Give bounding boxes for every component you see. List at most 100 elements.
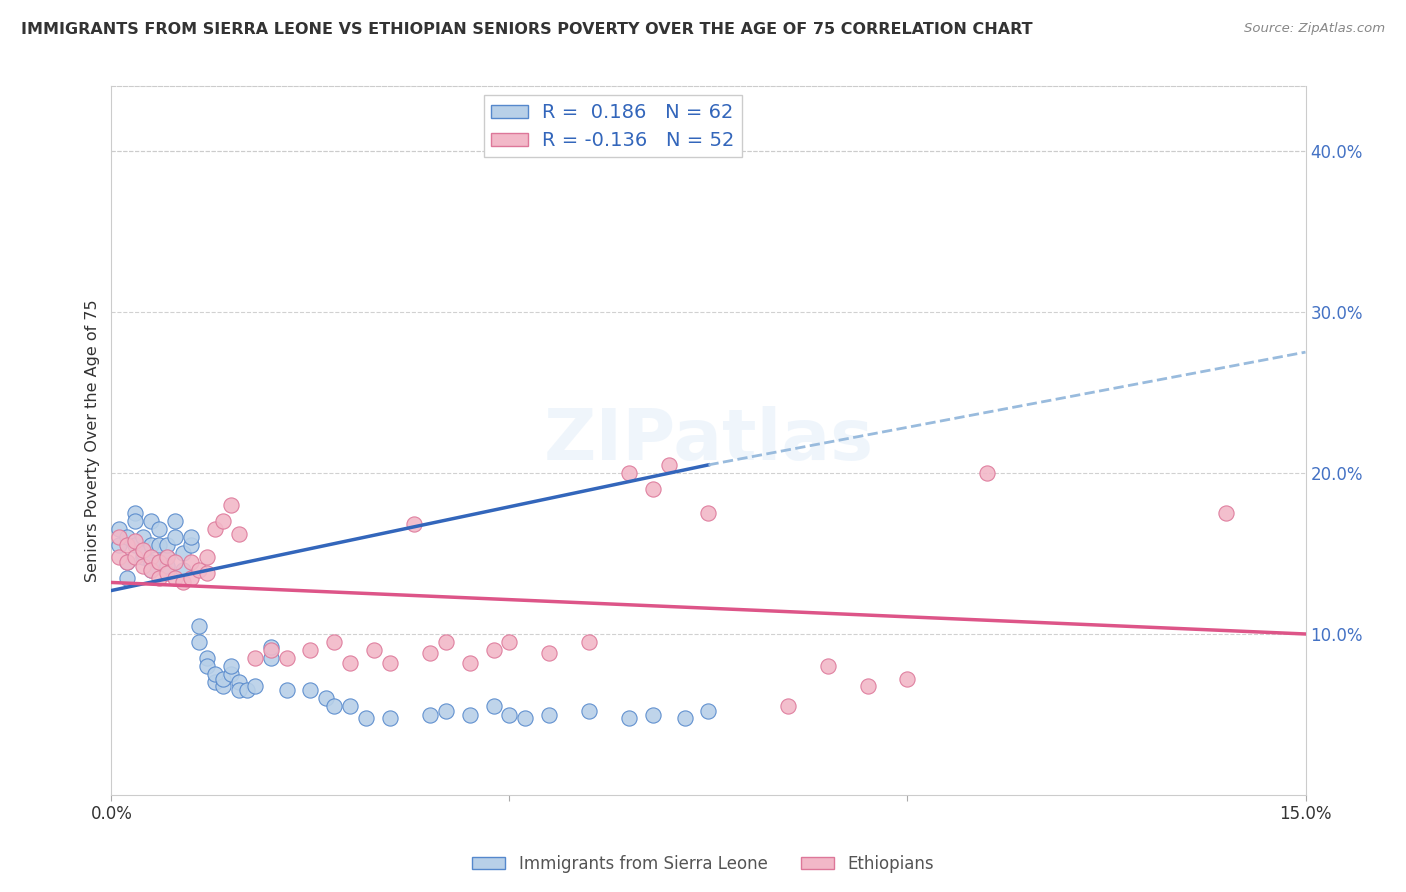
Point	[172, 575, 194, 590]
Point	[124, 506, 146, 520]
Point	[354, 711, 377, 725]
Point	[419, 646, 441, 660]
Point	[141, 563, 163, 577]
Point	[515, 711, 537, 725]
Point	[378, 656, 401, 670]
Point	[117, 538, 139, 552]
Point	[434, 635, 457, 649]
Point	[219, 667, 242, 681]
Point	[538, 707, 561, 722]
Point	[434, 704, 457, 718]
Point	[180, 571, 202, 585]
Legend: R =  0.186   N = 62, R = -0.136   N = 52: R = 0.186 N = 62, R = -0.136 N = 52	[484, 95, 741, 157]
Point	[697, 506, 720, 520]
Point	[363, 643, 385, 657]
Point	[578, 704, 600, 718]
Point	[673, 711, 696, 725]
Point	[117, 554, 139, 568]
Point	[817, 659, 839, 673]
Point	[617, 711, 640, 725]
Point	[117, 571, 139, 585]
Point	[235, 683, 257, 698]
Text: IMMIGRANTS FROM SIERRA LEONE VS ETHIOPIAN SENIORS POVERTY OVER THE AGE OF 75 COR: IMMIGRANTS FROM SIERRA LEONE VS ETHIOPIA…	[21, 22, 1033, 37]
Point	[323, 635, 346, 649]
Point	[195, 566, 218, 580]
Point	[165, 530, 187, 544]
Point	[148, 571, 170, 585]
Point	[108, 538, 131, 552]
Point	[896, 672, 918, 686]
Point	[124, 538, 146, 552]
Point	[204, 675, 226, 690]
Point	[156, 549, 179, 564]
Point	[641, 707, 664, 722]
Point	[180, 530, 202, 544]
Point	[124, 533, 146, 548]
Point	[195, 659, 218, 673]
Point	[156, 538, 179, 552]
Point	[419, 707, 441, 722]
Point	[856, 679, 879, 693]
Point	[228, 683, 250, 698]
Point	[108, 522, 131, 536]
Point	[117, 554, 139, 568]
Point	[228, 675, 250, 690]
Point	[165, 554, 187, 568]
Point	[156, 549, 179, 564]
Point	[108, 530, 131, 544]
Point	[402, 517, 425, 532]
Point	[148, 554, 170, 568]
Point	[188, 563, 211, 577]
Point	[482, 643, 505, 657]
Point	[641, 482, 664, 496]
Point	[195, 549, 218, 564]
Text: ZIPatlas: ZIPatlas	[543, 406, 873, 475]
Point	[117, 530, 139, 544]
Point	[228, 527, 250, 541]
Point	[458, 707, 481, 722]
Point	[141, 549, 163, 564]
Point	[498, 707, 520, 722]
Point	[212, 679, 235, 693]
Point	[315, 691, 337, 706]
Point	[219, 659, 242, 673]
Point	[259, 640, 281, 654]
Point	[212, 514, 235, 528]
Point	[141, 514, 163, 528]
Point	[259, 643, 281, 657]
Point	[172, 563, 194, 577]
Point	[538, 646, 561, 660]
Point	[141, 554, 163, 568]
Point	[148, 538, 170, 552]
Point	[498, 635, 520, 649]
Point	[778, 699, 800, 714]
Point	[132, 546, 155, 560]
Point	[243, 679, 266, 693]
Point	[482, 699, 505, 714]
Point	[141, 563, 163, 577]
Point	[141, 538, 163, 552]
Point	[204, 667, 226, 681]
Point	[188, 635, 211, 649]
Point	[195, 651, 218, 665]
Point	[339, 656, 361, 670]
Point	[132, 543, 155, 558]
Point	[156, 566, 179, 580]
Point	[148, 522, 170, 536]
Point	[108, 549, 131, 564]
Point	[188, 619, 211, 633]
Point	[132, 559, 155, 574]
Point	[132, 530, 155, 544]
Point	[180, 554, 202, 568]
Point	[259, 651, 281, 665]
Point	[204, 522, 226, 536]
Point	[578, 635, 600, 649]
Point	[243, 651, 266, 665]
Point	[172, 546, 194, 560]
Point	[339, 699, 361, 714]
Point	[299, 643, 322, 657]
Point	[458, 656, 481, 670]
Point	[148, 554, 170, 568]
Point	[180, 538, 202, 552]
Point	[219, 498, 242, 512]
